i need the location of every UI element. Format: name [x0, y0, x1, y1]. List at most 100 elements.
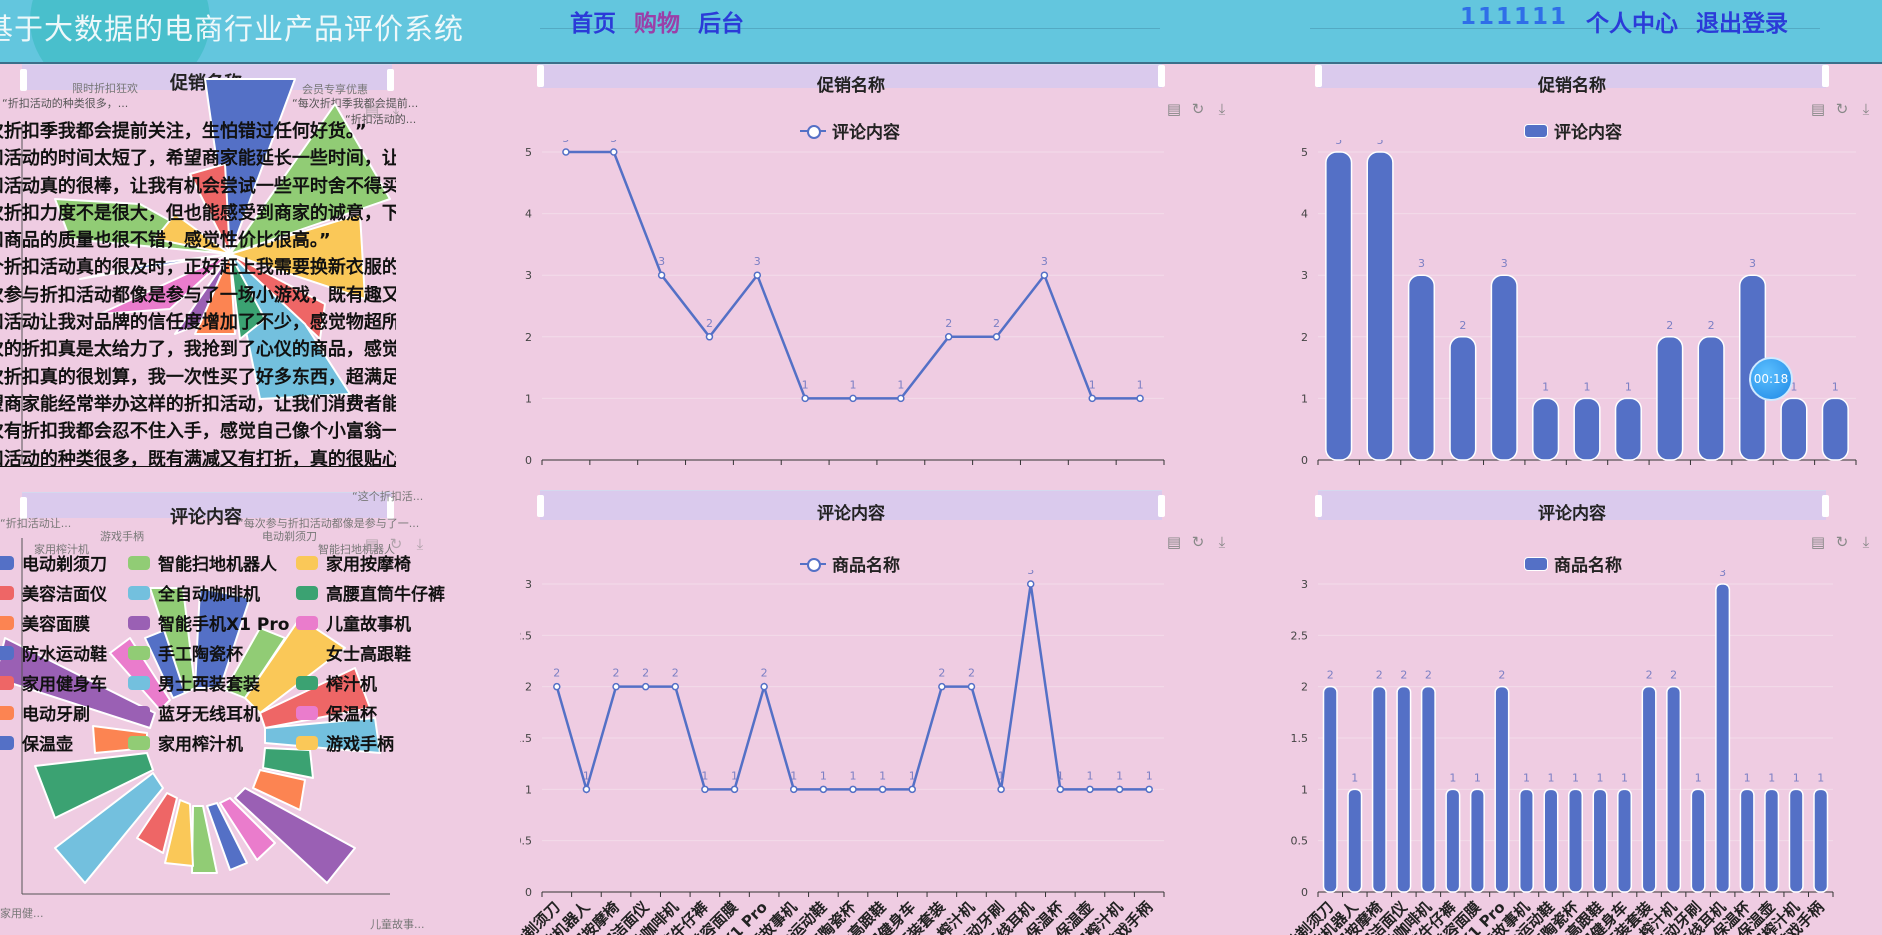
bar1-datazoom-slider[interactable]: 促销名称 — [1315, 64, 1829, 96]
username-link[interactable]: 111111 — [1460, 4, 1569, 30]
comment-item: “每次有折扣我都会忍不住入手，感觉自己像个小富翁一样。” — [0, 421, 396, 443]
data-view-icon[interactable]: ▤ — [1810, 533, 1826, 551]
slider-handle-right[interactable] — [1822, 495, 1829, 517]
restore-icon[interactable]: ↻ — [1191, 533, 1205, 551]
save-image-icon[interactable]: ⤓ — [1218, 533, 1226, 551]
timer-bubble[interactable]: 00:18 — [1749, 357, 1793, 401]
slider-handle-right[interactable] — [387, 497, 394, 519]
restore-icon[interactable]: ↻ — [1191, 100, 1205, 118]
comment-item: “每次参与折扣活动都像是参与了一场小游戏，既有趣又刺激。” — [0, 284, 396, 306]
legend-item[interactable]: 电动剃须刀 — [0, 550, 128, 575]
slider-handle-left[interactable] — [20, 69, 27, 91]
legend-item[interactable]: 家用健身车 — [0, 670, 128, 695]
legend-item[interactable]: 高腰直筒牛仔裤 — [296, 580, 456, 605]
personal-center-link[interactable]: 个人中心 — [1586, 11, 1679, 37]
legend-item[interactable]: 女士高跟鞋 — [296, 640, 456, 665]
svg-text:2: 2 — [1498, 669, 1505, 682]
line2-legend[interactable]: 商品名称 — [800, 551, 900, 576]
save-image-icon[interactable]: ⤓ — [1218, 100, 1226, 118]
legend-item[interactable]: 防水运动鞋 — [0, 640, 128, 665]
comment-rose-slider[interactable] — [20, 492, 394, 519]
ghost-axis-line — [1310, 28, 1820, 29]
legend-item[interactable]: 男士西装套装 — [128, 670, 296, 695]
svg-text:2: 2 — [1670, 669, 1677, 682]
comment-item: “折扣活动真的很棒，让我有机会尝试一些平时舍不得买的产品。” — [0, 175, 396, 197]
data-view-icon[interactable]: ▤ — [1166, 533, 1182, 551]
svg-text:2: 2 — [1646, 669, 1653, 682]
bar2-toolbox: ▤ ↻ ⤓ — [1810, 533, 1874, 551]
legend-item[interactable]: 智能扫地机器人 — [128, 550, 296, 575]
save-image-icon[interactable]: ⤓ — [1862, 100, 1870, 118]
bar2-legend[interactable]: 商品名称 — [1524, 551, 1622, 576]
nav-admin[interactable]: 后台 — [698, 11, 744, 37]
legend-item[interactable]: 全自动咖啡机 — [128, 580, 296, 605]
slider-handle-left[interactable] — [1315, 65, 1322, 87]
svg-text:2: 2 — [1301, 331, 1308, 344]
rose-label: “每次参与折扣活动都像是参与了一... — [238, 517, 420, 530]
legend-item[interactable]: 蓝牙无线耳机 — [128, 700, 296, 725]
save-image-icon[interactable]: ⤓ — [416, 535, 424, 553]
save-image-icon[interactable]: ⤓ — [1862, 533, 1870, 551]
legend-item[interactable]: 保温壶 — [0, 730, 128, 755]
legend-item[interactable]: 美容面膜 — [0, 610, 128, 635]
legend-label: 评论内容 — [1554, 123, 1622, 143]
bar-legend-icon — [1524, 123, 1548, 138]
svg-text:1: 1 — [1572, 771, 1579, 784]
bar2-chart: 00.511.522.53电动剃须刀智能扫地机器人家用按摩椅美容洁面仪全自动咖啡… — [1290, 570, 1834, 935]
svg-text:1: 1 — [525, 392, 532, 405]
restore-icon[interactable]: ↻ — [389, 535, 403, 553]
slider-handle-right[interactable] — [387, 69, 394, 91]
data-view-icon[interactable]: ▤ — [364, 535, 380, 553]
legend-label: 美容面膜 — [22, 615, 90, 635]
slider-handle-left[interactable] — [537, 495, 544, 517]
svg-text:…所值。: …所值。 — [1580, 466, 1635, 470]
legend-item[interactable]: 手工陶瓷杯 — [128, 640, 296, 665]
legend-label: 女士高跟鞋 — [326, 645, 411, 665]
legend-item[interactable]: 儿童故事机 — [296, 610, 456, 635]
legend-item[interactable]: 家用榨汁机 — [128, 730, 296, 755]
nav-shopping[interactable]: 购物 — [634, 11, 680, 37]
bar1-legend[interactable]: 评论内容 — [1524, 118, 1622, 143]
legend-item[interactable]: 游戏手柄 — [296, 730, 456, 755]
data-view-icon[interactable]: ▤ — [1810, 100, 1826, 118]
svg-text:…的产品。: …的产品。 — [603, 466, 669, 470]
slider-handle-right[interactable] — [1158, 495, 1165, 517]
legend-item[interactable]: 榨汁机 — [296, 670, 456, 695]
logout-link[interactable]: 退出登录 — [1696, 11, 1789, 37]
slider-handle-right[interactable] — [1158, 65, 1165, 87]
comment-item: “这次折扣力度不是很大，但也能感受到商家的诚意，下次还会再来。” — [0, 202, 396, 224]
line1-datazoom-slider[interactable]: 促销名称 — [537, 64, 1165, 96]
slider-handle-left[interactable] — [20, 497, 27, 519]
line1-legend[interactable]: 评论内容 — [800, 118, 900, 143]
svg-text:…很贴心。: …很贴心。 — [1081, 466, 1147, 470]
slider-handle-left[interactable] — [537, 65, 544, 87]
nav-home[interactable]: 首页 — [570, 11, 616, 37]
legend-item[interactable]: 美容洁面仪 — [0, 580, 128, 605]
svg-text:1: 1 — [1116, 769, 1123, 782]
svg-text:…会再来。: …会再来。 — [651, 466, 717, 470]
legend-item[interactable]: 智能手机X1 Pro — [128, 610, 296, 635]
slider-handle-right[interactable] — [1822, 65, 1829, 87]
legend-swatch — [296, 555, 318, 570]
svg-text:1: 1 — [1695, 771, 1702, 784]
legend-item[interactable]: 电动牙刷 — [0, 700, 128, 725]
slider-handle-left[interactable] — [1315, 495, 1322, 517]
svg-text:1: 1 — [1584, 380, 1591, 393]
restore-icon[interactable]: ↻ — [1835, 533, 1849, 551]
svg-text:2: 2 — [525, 681, 532, 694]
rose-label: 家用健... — [0, 907, 44, 920]
bar2-datazoom-slider[interactable]: 评论内容 — [1315, 490, 1829, 524]
save-image-icon[interactable]: ⤓ — [392, 101, 400, 119]
line2-datazoom-slider[interactable]: 评论内容 — [537, 490, 1165, 524]
legend-label: 防水运动鞋 — [22, 645, 107, 665]
svg-text:4: 4 — [1301, 208, 1308, 221]
legend-label: 蓝牙无线耳机 — [158, 705, 260, 725]
svg-text:1: 1 — [1449, 771, 1456, 784]
data-view-icon[interactable]: ▤ — [1166, 100, 1182, 118]
data-view-icon[interactable]: ▤ — [364, 101, 380, 119]
legend-item[interactable]: 保温杯 — [296, 700, 456, 725]
svg-text:…赚到了！: …赚到了！ — [890, 466, 956, 470]
legend-item[interactable]: 家用按摩椅 — [296, 550, 456, 575]
legend-label: 商品名称 — [832, 556, 900, 576]
restore-icon[interactable]: ↻ — [1835, 100, 1849, 118]
